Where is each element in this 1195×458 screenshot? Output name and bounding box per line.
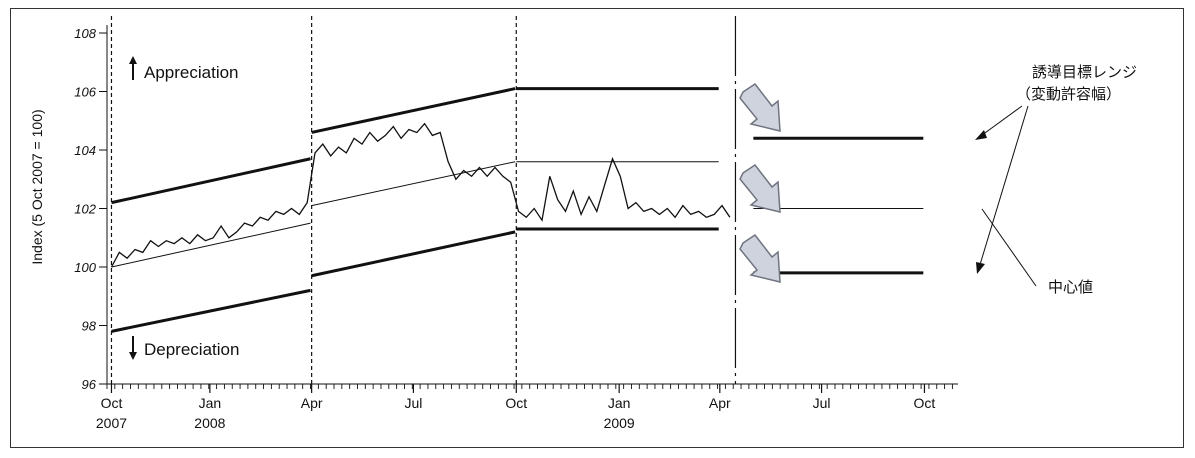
band-lower-0: [111, 288, 311, 333]
center-pointer: [981, 208, 1037, 287]
y-tick-label-2: 100: [74, 260, 96, 275]
x-year-label-0: 2007: [96, 415, 127, 431]
range-pointer-upper: [977, 105, 1023, 139]
y-tick-label-6: 108: [74, 26, 96, 41]
depreciation-arrowhead: [129, 352, 137, 360]
x-tick-label-6: Apr: [709, 395, 731, 411]
depreciation-label: Depreciation: [144, 340, 239, 359]
band-layer: [111, 87, 924, 333]
y-tick-label-5: 106: [74, 85, 96, 100]
annotation-layer: Index (5 Oct 2007 = 100) Appreciation De…: [29, 56, 1137, 360]
range-pointer-lower-head: [976, 262, 985, 274]
series-layer: [110, 122, 731, 268]
x-tick-label-2: Apr: [301, 395, 323, 411]
appreciation-arrowhead: [129, 56, 137, 64]
band-upper-0: [111, 157, 311, 205]
y-axis-label: Index (5 Oct 2007 = 100): [29, 109, 45, 264]
x-year-label-1: 2008: [194, 415, 225, 431]
shift-arrow-lower: [739, 233, 781, 283]
shift-arrow-upper: [739, 82, 781, 132]
x-tick-label-1: Jan: [199, 395, 222, 411]
target-range-label: 誘導目標レンジ: [1032, 63, 1137, 81]
band-center-1: [311, 161, 516, 207]
appreciation-label: Appreciation: [144, 63, 239, 82]
divider-layer: [110, 16, 737, 384]
y-tick-label-1: 98: [82, 319, 97, 334]
x-tick-label-4: Oct: [505, 395, 527, 411]
band-center-0: [111, 222, 311, 268]
x-tick-label-3: Jul: [404, 395, 422, 411]
x-tick-label-8: Oct: [914, 395, 936, 411]
y-tick-label-0: 96: [82, 377, 97, 392]
range-pointer-upper-head: [975, 130, 987, 140]
x-tick-label-0: Oct: [101, 395, 123, 411]
x-tick-label-7: Jul: [813, 395, 831, 411]
y-tick-label-4: 104: [74, 143, 96, 158]
center-value-label: 中心値: [1048, 278, 1093, 296]
y-tick-label-3: 102: [74, 202, 96, 217]
shift-arrow-center: [739, 163, 781, 213]
series-line-0: [110, 122, 731, 268]
x-year-label-5: 2009: [604, 415, 635, 431]
band-upper-1: [311, 87, 516, 134]
x-tick-label-5: Jan: [608, 395, 631, 411]
axis-layer: 96 98 100 102 104 106 108 Oct 2007 Jan 2008 Apr Jul O…: [74, 25, 958, 431]
target-range-sublabel: （変動許容幅）: [1016, 85, 1121, 103]
range-pointer-lower: [978, 105, 1029, 269]
band-lower-1: [311, 230, 516, 278]
